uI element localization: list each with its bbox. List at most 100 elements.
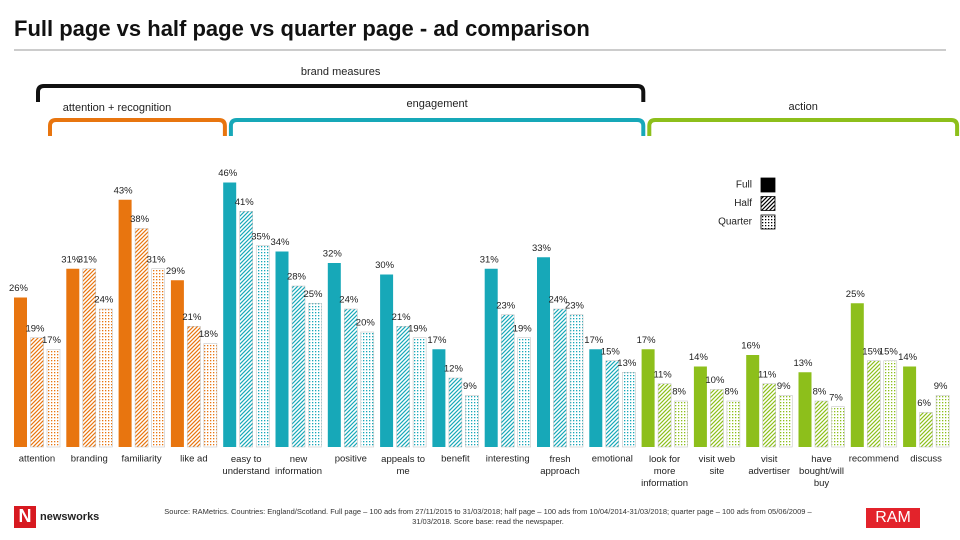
value-label: 17% [584,335,604,346]
value-label: 14% [898,352,918,363]
value-label: 24% [94,295,114,306]
value-label: 31% [480,254,500,265]
bar [46,349,61,448]
bar [448,377,463,448]
value-label: 26% [9,283,29,294]
bar [500,314,515,448]
bar [291,285,306,448]
x-tick-label: benefit [441,454,470,465]
group-bracket [228,118,646,136]
bar [710,389,724,448]
value-label: 8% [813,387,827,398]
x-tick-label: branding [71,454,108,465]
x-tick-label: attention [19,454,55,465]
group-label: attention + recognition [63,102,172,114]
bar [778,395,793,448]
legend-swatch [760,214,776,230]
x-tick-label: familiarity [122,454,162,465]
bar [308,303,322,448]
value-label: 17% [42,335,62,346]
bar [360,331,375,448]
bar [589,349,603,447]
value-label: 16% [741,341,761,352]
value-label: 14% [689,352,709,363]
value-label: 19% [25,323,45,334]
value-label: 9% [934,381,948,392]
bar [919,412,933,448]
value-label: 6% [917,398,931,409]
value-label: 13% [617,358,637,369]
value-label: 21% [392,312,412,323]
value-label: 38% [130,214,150,225]
bar [762,383,776,448]
value-label: 11% [758,369,777,380]
chart-title: Full page vs half page vs quarter page -… [14,16,590,41]
x-tick-label: visit web site [699,454,735,477]
value-label: 23% [496,300,516,311]
bar [66,268,80,447]
value-label: 18% [199,329,219,340]
legend-label: Quarter [718,217,753,228]
x-tick-label: have bought/will buy [799,454,844,489]
value-label: 7% [829,392,843,403]
x-tick-label: easy to understand [222,454,270,477]
x-tick-label: look for more information [641,454,688,489]
group-bracket [48,118,227,136]
bar [693,366,707,447]
bar [30,337,44,448]
bar [605,360,620,448]
value-label: 30% [375,260,395,271]
top-bracket-label: brand measures [301,66,381,78]
bar [203,343,218,448]
bar [798,372,812,447]
bar [14,297,27,447]
value-label: 31% [78,254,98,265]
value-label: 15% [601,346,621,357]
logo-icon [14,506,36,528]
bar [99,308,113,448]
value-label: 25% [846,289,866,300]
value-label: 13% [793,358,813,369]
x-tick-label: discuss [910,454,942,465]
value-label: 32% [323,249,343,260]
logo-right: RAM [866,508,920,528]
bar [867,360,881,448]
value-label: 19% [513,323,533,334]
bar [432,349,446,447]
bar [935,395,950,448]
value-label: 28% [287,272,307,283]
bar [412,337,427,448]
bar [850,303,864,447]
source-note: Source: RAMetrics. Countries: England/Sc… [164,507,812,516]
x-tick-label: like ad [180,454,207,465]
value-label: 46% [218,168,238,179]
logo-left: N newsworks [14,506,99,528]
bar [674,400,688,448]
top-bracket [36,84,646,102]
value-label: 15% [879,346,899,357]
value-label: 25% [303,289,323,300]
bar [484,268,498,447]
x-tick-label: positive [335,454,367,465]
value-label: 9% [463,381,477,392]
bar [814,400,829,448]
bar [553,308,567,448]
legend-label: Full [736,180,752,191]
value-label: 9% [777,381,791,392]
bar [537,257,550,447]
value-label: 17% [427,335,447,346]
bar [622,372,636,448]
logo-icon-letter: N [19,506,32,526]
bar [380,274,394,447]
bar [517,337,531,448]
bar [255,245,270,448]
value-label: 12% [444,364,464,375]
legend-label: Half [734,198,752,209]
legend-swatch [760,196,776,211]
bar [82,268,97,448]
bar [118,199,132,447]
logo-text: RAM [875,509,911,526]
x-tick-label: fresh approach [540,454,580,477]
value-label: 35% [251,231,271,242]
